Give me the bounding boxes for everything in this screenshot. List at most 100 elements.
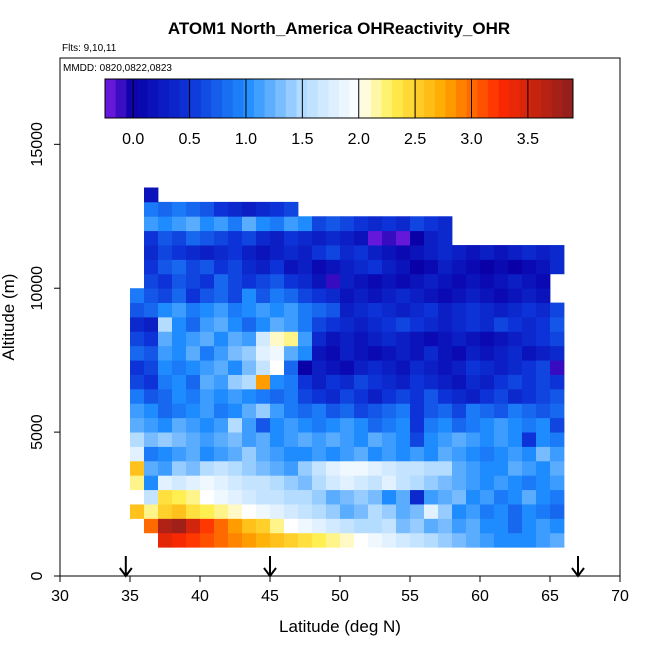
- colorbar-segment: [445, 79, 457, 118]
- heatmap-cell: [228, 317, 243, 332]
- heatmap-cell: [494, 374, 509, 390]
- heatmap-cell: [256, 417, 271, 433]
- heatmap-cell: [494, 432, 509, 447]
- heatmap-cell: [270, 317, 285, 332]
- heatmap-cell: [312, 259, 327, 275]
- heatmap-cell: [452, 273, 467, 289]
- heatmap-cell: [480, 417, 495, 433]
- heatmap-cell: [368, 360, 383, 375]
- heatmap-cell: [382, 403, 397, 419]
- heatmap-cell: [144, 331, 159, 347]
- heatmap-cell: [368, 460, 383, 476]
- heatmap-cell: [480, 518, 495, 534]
- heatmap-cell: [228, 360, 243, 375]
- heatmap-cell: [508, 317, 523, 332]
- heatmap-cell: [144, 302, 159, 318]
- heatmap-cell: [466, 317, 481, 332]
- heatmap-cell: [284, 317, 299, 332]
- heatmap-cell: [550, 475, 565, 491]
- heatmap-cell: [494, 475, 509, 491]
- heatmap-cell: [228, 345, 243, 361]
- heatmap-cell: [368, 345, 383, 361]
- heatmap-cell: [186, 532, 201, 548]
- heatmap-cell: [438, 360, 453, 375]
- heatmap-cell: [200, 201, 215, 217]
- heatmap-cell: [256, 446, 271, 462]
- heatmap-cell: [130, 489, 145, 505]
- heatmap-cell: [396, 417, 411, 433]
- heatmap-cell: [158, 345, 173, 361]
- heatmap-cell: [214, 288, 229, 304]
- heatmap-cell: [228, 302, 243, 318]
- heatmap-cell: [172, 460, 187, 476]
- heatmap-cell: [438, 245, 453, 260]
- heatmap-cell: [214, 302, 229, 318]
- heatmap-cell: [424, 259, 439, 275]
- heatmap-cell: [270, 388, 285, 404]
- heatmap-cell: [522, 288, 537, 304]
- heatmap-cell: [466, 388, 481, 404]
- heatmap-cell: [438, 259, 453, 275]
- heatmap-cell: [480, 273, 495, 289]
- heatmap-cell: [410, 504, 425, 519]
- heatmap-cell: [172, 273, 187, 289]
- heatmap-cell: [256, 432, 271, 447]
- heatmap-cell: [340, 245, 355, 260]
- heatmap-cell: [242, 518, 257, 534]
- heatmap-cell: [312, 273, 327, 289]
- heatmap-cell: [368, 259, 383, 275]
- heatmap-cell: [186, 432, 201, 447]
- heatmap-cell: [438, 374, 453, 390]
- heatmap-cell: [354, 446, 369, 462]
- heatmap-cell: [410, 288, 425, 304]
- heatmap-cell: [410, 345, 425, 361]
- heatmap-cell: [494, 317, 509, 332]
- x-tick-label: 35: [121, 588, 139, 605]
- heatmap-cell: [424, 432, 439, 447]
- heatmap-cell: [424, 388, 439, 404]
- heatmap-cell: [214, 216, 229, 232]
- heatmap-cell: [550, 259, 565, 275]
- heatmap-cell: [242, 504, 257, 519]
- colorbar-segment: [349, 79, 361, 118]
- heatmap-cell: [550, 504, 565, 519]
- heatmap-cell: [284, 446, 299, 462]
- heatmap-cell: [424, 504, 439, 519]
- heatmap-cell: [410, 374, 425, 390]
- heatmap-cell: [172, 388, 187, 404]
- heatmap-cell: [298, 230, 313, 246]
- heatmap-cell: [410, 489, 425, 505]
- heatmap-cell: [144, 288, 159, 304]
- heatmap-cell: [424, 288, 439, 304]
- heatmap-cell: [130, 374, 145, 390]
- heatmap-cell: [214, 518, 229, 534]
- heatmap-cell: [200, 216, 215, 232]
- heatmap-cell: [242, 273, 257, 289]
- heatmap-cell: [298, 417, 313, 433]
- y-tick-label: 15000: [29, 122, 46, 167]
- heatmap-cell: [312, 532, 327, 548]
- heatmap-cell: [522, 475, 537, 491]
- colorbar-tick-label: 0.0: [122, 131, 144, 148]
- heatmap-cell: [298, 331, 313, 347]
- heatmap-cell: [466, 504, 481, 519]
- heatmap-cell: [508, 518, 523, 534]
- heatmap-cell: [466, 532, 481, 548]
- heatmap-cell: [228, 331, 243, 347]
- heatmap-cell: [382, 331, 397, 347]
- heatmap-cell: [480, 532, 495, 548]
- heatmap-cell: [480, 360, 495, 375]
- heatmap-cell: [172, 374, 187, 390]
- heatmap-cell: [508, 532, 523, 548]
- heatmap-cell: [536, 273, 551, 289]
- heatmap-cell: [396, 532, 411, 548]
- heatmap-cell: [480, 288, 495, 304]
- colorbar-segment: [136, 79, 148, 118]
- x-axis-label: Latitude (deg N): [279, 617, 401, 636]
- heatmap-cell: [368, 317, 383, 332]
- heatmap-cell: [242, 331, 257, 347]
- heatmap-cell: [368, 518, 383, 534]
- heatmap-cell: [270, 432, 285, 447]
- heatmap-cell: [494, 504, 509, 519]
- heatmap-cell: [354, 360, 369, 375]
